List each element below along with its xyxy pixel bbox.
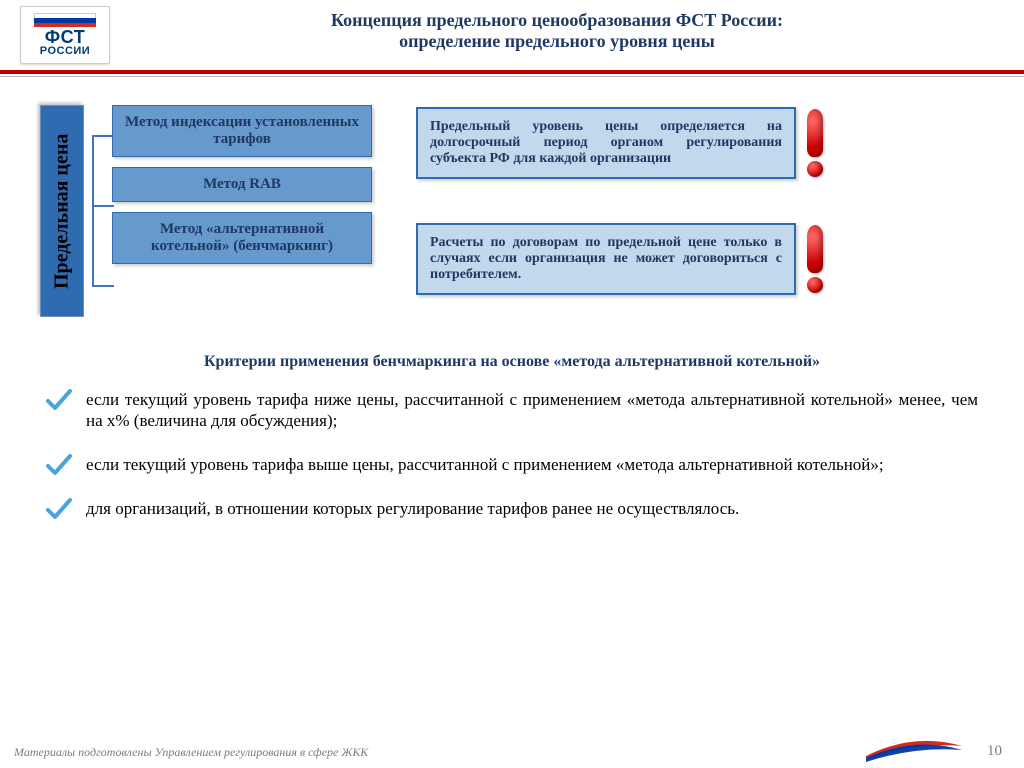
info-row-1: Предельный уровень цены определяется на … <box>416 107 828 179</box>
connector-lines <box>92 135 112 287</box>
bullet-item: если текущий уровень тарифа ниже цены, р… <box>46 389 978 432</box>
vertical-label: Предельная цена <box>40 105 84 317</box>
method-box-2: Метод RAB <box>112 167 372 202</box>
diagram-row: Предельная цена Метод индексации установ… <box>0 95 1024 317</box>
divider-red <box>0 70 1024 74</box>
method-box-3: Метод «альтернативной котельной» (бенчма… <box>112 212 372 264</box>
check-icon <box>46 454 72 476</box>
method-box-1: Метод индексации установленных тарифов <box>112 105 372 157</box>
swoosh-icon <box>864 736 964 762</box>
slide-header: ФСТ РОССИИ Концепция предельного ценообр… <box>0 0 1024 64</box>
fst-logo: ФСТ РОССИИ <box>20 6 110 64</box>
diagram-left: Предельная цена Метод индексации установ… <box>40 105 372 317</box>
check-icon <box>46 389 72 411</box>
diagram-right: Предельный уровень цены определяется на … <box>416 107 828 295</box>
criteria-heading: Критерии применения бенчмаркинга на осно… <box>40 353 984 371</box>
footer-note: Материалы подготовлены Управлением регул… <box>14 745 368 760</box>
exclamation-icon <box>802 225 828 293</box>
info-row-2: Расчеты по договорам по предельной цене … <box>416 223 828 295</box>
methods-column: Метод индексации установленных тарифов М… <box>112 105 372 317</box>
page-title: Концепция предельного ценообразования ФС… <box>110 6 1004 52</box>
title-line-2: определение предельного уровня цены <box>110 31 1004 52</box>
check-icon <box>46 498 72 520</box>
bullet-item: для организаций, в отношении которых рег… <box>46 498 978 520</box>
info-box-1: Предельный уровень цены определяется на … <box>416 107 796 179</box>
logo-text-2: РОССИИ <box>40 45 90 57</box>
info-box-2: Расчеты по договорам по предельной цене … <box>416 223 796 295</box>
exclamation-icon <box>802 109 828 177</box>
bullet-text: если текущий уровень тарифа выше цены, р… <box>86 454 884 475</box>
logo-text-1: ФСТ <box>45 29 85 45</box>
title-line-1: Концепция предельного ценообразования ФС… <box>110 10 1004 31</box>
divider-thin <box>0 76 1024 77</box>
bullet-text: для организаций, в отношении которых рег… <box>86 498 739 519</box>
flag-icon <box>34 13 96 27</box>
bullet-list: если текущий уровень тарифа ниже цены, р… <box>0 389 1024 520</box>
bullet-text: если текущий уровень тарифа ниже цены, р… <box>86 389 978 432</box>
page-number: 10 <box>987 743 1002 760</box>
bullet-item: если текущий уровень тарифа выше цены, р… <box>46 454 978 476</box>
